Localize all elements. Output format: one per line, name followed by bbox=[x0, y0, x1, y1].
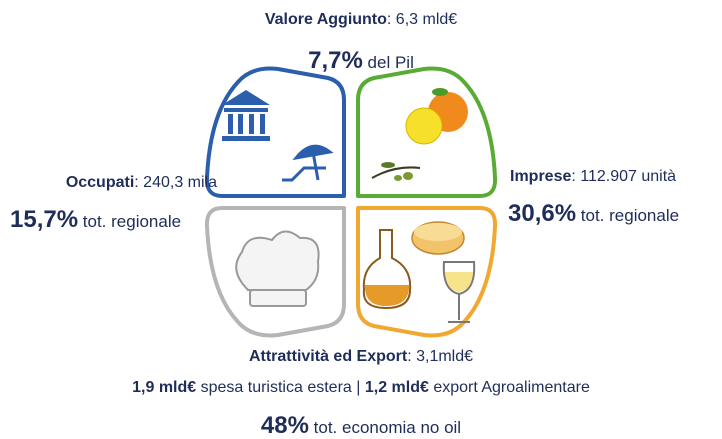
chef-hat-icon bbox=[236, 231, 318, 306]
share: 30,6% bbox=[508, 200, 576, 227]
detail: 1,2 mld€ bbox=[365, 379, 429, 396]
share: 7,7% bbox=[308, 47, 363, 74]
value: : 3,1mld€ bbox=[407, 348, 473, 365]
left-share-line: 15,7% tot. regionale bbox=[10, 208, 181, 232]
share-text: tot. economia no oil bbox=[309, 418, 461, 437]
blue-quadrant bbox=[207, 69, 344, 196]
share: 15,7% bbox=[10, 206, 78, 233]
top-share-line: 7,7% del Pil bbox=[0, 49, 722, 73]
top-line: Valore Aggiunto: 6,3 mld€ bbox=[0, 12, 722, 28]
oil-bottle-icon bbox=[364, 230, 410, 308]
right-share-line: 30,6% tot. regionale bbox=[508, 202, 679, 226]
bank-icon bbox=[222, 90, 270, 141]
bottom-detail-line: 1,9 mld€ spesa turistica estera | 1,2 ml… bbox=[0, 380, 722, 396]
share-text: tot. regionale bbox=[576, 206, 679, 225]
value: : 240,3 mila bbox=[134, 174, 217, 191]
olive-icon bbox=[372, 162, 420, 181]
label: Valore Aggiunto bbox=[265, 11, 387, 28]
beach-icon bbox=[282, 146, 330, 180]
cheese-icon bbox=[412, 222, 464, 254]
citrus-icon bbox=[406, 88, 468, 144]
label: Occupati bbox=[66, 174, 134, 191]
right-line: Imprese: 112.907 unità bbox=[510, 169, 676, 185]
detail: spesa turistica estera | bbox=[196, 379, 365, 396]
value: : 112.907 unità bbox=[571, 168, 676, 185]
detail: export Agroalimentare bbox=[429, 379, 590, 396]
label: Attrattività ed Export bbox=[249, 348, 407, 365]
share-text: del Pil bbox=[363, 53, 414, 72]
label: Imprese bbox=[510, 168, 571, 185]
bottom-share-line: 48% tot. economia no oil bbox=[0, 414, 722, 438]
share: 48% bbox=[261, 412, 309, 439]
page: Valore Aggiunto: 6,3 mld€ 7,7% del Pil O… bbox=[0, 0, 722, 436]
bottom-line: Attrattività ed Export: 3,1mld€ bbox=[0, 349, 722, 365]
value: : 6,3 mld€ bbox=[387, 11, 457, 28]
left-line: Occupati: 240,3 mila bbox=[66, 175, 217, 191]
share-text: tot. regionale bbox=[78, 212, 181, 231]
detail: 1,9 mld€ bbox=[132, 379, 196, 396]
